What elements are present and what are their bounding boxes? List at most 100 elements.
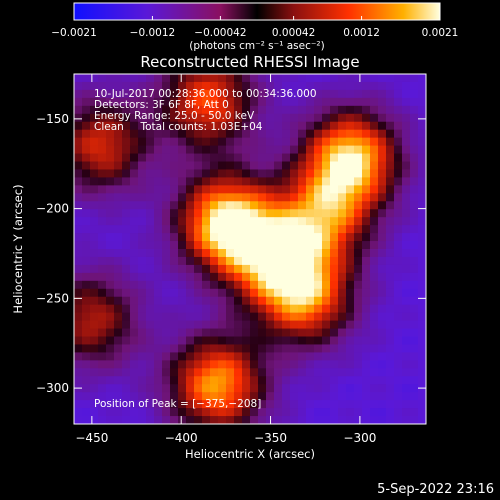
heatmap-cell xyxy=(130,312,139,322)
heatmap-cell xyxy=(74,304,83,314)
heatmap-cell xyxy=(314,304,323,314)
heatmap-cell xyxy=(338,121,347,131)
heatmap-cell xyxy=(82,296,91,306)
annotation-time-range: 10-Jul-2017 00:28:36.000 to 00:34:36.000 xyxy=(94,88,317,100)
heatmap-cell xyxy=(114,312,123,322)
heatmap-cell xyxy=(130,288,139,298)
heatmap-cell xyxy=(122,97,131,107)
heatmap-cell xyxy=(90,137,99,147)
heatmap-cell xyxy=(362,288,371,298)
heatmap-cell xyxy=(162,105,171,115)
heatmap-cell xyxy=(74,209,83,218)
heatmap-cell xyxy=(202,217,211,226)
heatmap-cell xyxy=(314,225,323,234)
heatmap-cell xyxy=(146,360,155,369)
heatmap-cell xyxy=(266,169,275,179)
heatmap-cell xyxy=(186,105,195,115)
heatmap-cell xyxy=(386,264,395,274)
heatmap-cell xyxy=(338,249,347,258)
heatmap-cell xyxy=(362,137,371,147)
heatmap-cell xyxy=(386,89,395,99)
heatmap-cell xyxy=(306,328,315,338)
heatmap-cell xyxy=(106,74,115,83)
heatmap-cell xyxy=(146,352,155,361)
heatmap-cell xyxy=(386,304,395,314)
heatmap-cell xyxy=(194,352,203,361)
heatmap-cell xyxy=(306,312,315,322)
heatmap-cell xyxy=(74,344,83,354)
heatmap-cell xyxy=(322,81,331,91)
heatmap-cell xyxy=(82,312,91,322)
heatmap-cell xyxy=(418,400,426,409)
heatmap-cell xyxy=(162,161,171,171)
heatmap-cell xyxy=(194,304,203,314)
heatmap-cell xyxy=(258,256,267,266)
heatmap-cell xyxy=(106,97,115,107)
heatmap-cell xyxy=(98,177,107,186)
heatmap-cell xyxy=(178,304,187,314)
heatmap-cell xyxy=(138,408,147,417)
heatmap-cell xyxy=(330,185,339,194)
heatmap-cell xyxy=(394,145,403,155)
heatmap-cell xyxy=(314,384,323,393)
heatmap-cell xyxy=(410,304,419,314)
heatmap-cell xyxy=(202,97,211,107)
heatmap-cell xyxy=(242,233,251,242)
heatmap-cell xyxy=(354,129,363,139)
heatmap-cell xyxy=(170,408,179,417)
heatmap-cell xyxy=(226,392,235,401)
heatmap-cell xyxy=(202,304,211,314)
heatmap-cell xyxy=(178,177,187,186)
heatmap-cell xyxy=(354,272,363,282)
heatmap-cell xyxy=(146,201,155,210)
heatmap-cell xyxy=(282,129,291,139)
heatmap-cell xyxy=(90,264,99,274)
heatmap-cell xyxy=(122,145,131,155)
heatmap-cell xyxy=(266,209,275,218)
heatmap-cell xyxy=(258,296,267,306)
heatmap-cell xyxy=(258,392,267,401)
heatmap-cell xyxy=(234,320,243,330)
heatmap-cell xyxy=(378,368,387,377)
heatmap-cell xyxy=(354,105,363,115)
heatmap-cell xyxy=(370,233,379,242)
heatmap-cell xyxy=(218,249,227,258)
heatmap-cell xyxy=(202,392,211,401)
heatmap-cell xyxy=(338,241,347,250)
heatmap-cell xyxy=(362,392,371,401)
heatmap-cell xyxy=(242,153,251,163)
heatmap-cell xyxy=(186,121,195,131)
heatmap-cell xyxy=(298,177,307,186)
heatmap-cell xyxy=(282,360,291,369)
heatmap-cell xyxy=(210,89,219,99)
heatmap-cell xyxy=(290,272,299,282)
heatmap-cell xyxy=(386,368,395,377)
heatmap-cell xyxy=(290,312,299,322)
heatmap-cell xyxy=(354,153,363,163)
heatmap-cell xyxy=(394,241,403,250)
heatmap-cell xyxy=(146,368,155,377)
heatmap-cell xyxy=(138,256,147,266)
heatmap-cell xyxy=(146,105,155,115)
heatmap-cell xyxy=(378,312,387,322)
heatmap-cell xyxy=(362,153,371,163)
heatmap-cell xyxy=(114,137,123,147)
heatmap-cell xyxy=(218,177,227,186)
heatmap-cell xyxy=(194,400,203,409)
heatmap-cell xyxy=(154,264,163,274)
heatmap-cell xyxy=(82,209,91,218)
heatmap-cell xyxy=(338,129,347,139)
heatmap-cell xyxy=(306,97,315,107)
heatmap-cell xyxy=(90,185,99,194)
heatmap-cell xyxy=(114,280,123,290)
heatmap-cell xyxy=(378,169,387,179)
heatmap-cell xyxy=(170,328,179,338)
heatmap-cell xyxy=(298,256,307,266)
heatmap-cell xyxy=(402,74,411,83)
heatmap-cell xyxy=(362,217,371,226)
heatmap-cell xyxy=(178,161,187,171)
heatmap-cell xyxy=(154,344,163,354)
heatmap-cell xyxy=(290,328,299,338)
heatmap-cell xyxy=(90,97,99,107)
heatmap-cell xyxy=(170,153,179,163)
